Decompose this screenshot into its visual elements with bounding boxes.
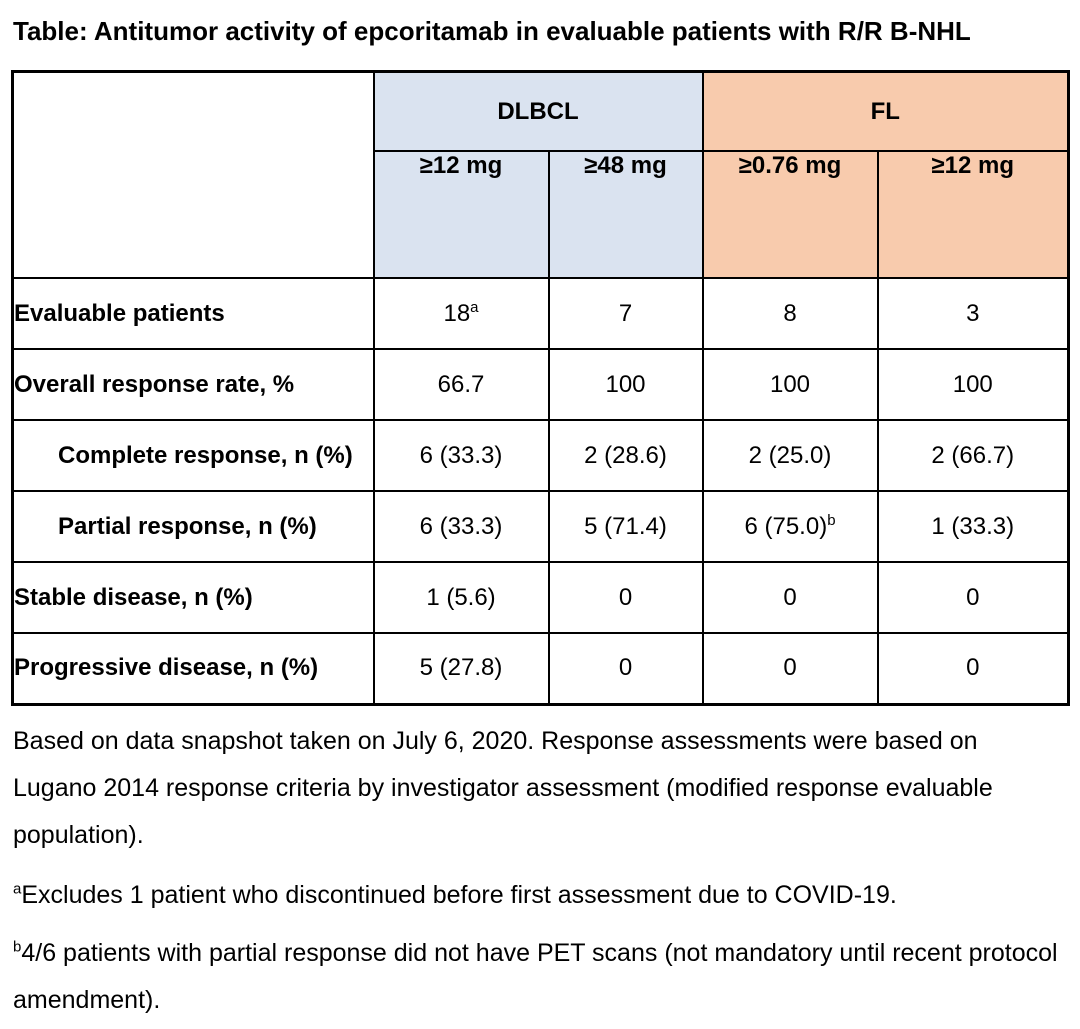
- row-label: Stable disease, n (%): [11, 561, 375, 634]
- row-label: Overall response rate, %: [11, 348, 375, 421]
- footnote-a: aExcludes 1 patient who discontinued bef…: [13, 872, 1067, 919]
- value-cell: 2 (28.6): [547, 419, 704, 492]
- value-cell: 5 (71.4): [547, 490, 704, 563]
- value-cell: 0: [547, 632, 704, 705]
- dose-header-row: ≥12 mg ≥48 mg ≥0.76 mg ≥12 mg: [13, 150, 1070, 279]
- value-cell: 6 (75.0)b: [701, 490, 879, 563]
- footnote-a-text: Excludes 1 patient who discontinued befo…: [21, 880, 897, 909]
- row-label: Partial response, n (%): [11, 490, 375, 563]
- general-footnote: Based on data snapshot taken on July 6, …: [13, 726, 993, 849]
- value-cell: 6 (33.3): [372, 419, 550, 492]
- value-cell: 5 (27.8): [372, 632, 550, 705]
- value-cell: 0: [701, 632, 879, 705]
- table-row: Overall response rate, % 66.7 100 100 100: [11, 348, 1070, 421]
- value-cell: 1 (33.3): [876, 490, 1070, 563]
- table-row: Complete response, n (%) 6 (33.3) 2 (28.6)…: [11, 419, 1070, 492]
- value-cell: 0: [547, 561, 704, 634]
- table-row: Partial response, n (%) 6 (33.3) 5 (71.4) 6…: [11, 490, 1070, 563]
- value-superscript: b: [827, 511, 836, 529]
- value-cell: 2 (25.0): [701, 419, 879, 492]
- row-label: Evaluable patients: [11, 277, 375, 350]
- row-label: Progressive disease, n (%): [11, 632, 375, 705]
- dose-header-fl-12mg: ≥12 mg: [876, 150, 1070, 279]
- results-table: DLBCL FL ≥12 mg ≥48 mg ≥0.76 mg ≥12 mg E…: [11, 70, 1070, 706]
- value-cell: 66.7: [372, 348, 550, 421]
- value-cell: 100: [547, 348, 704, 421]
- footnote-b-text: 4/6 patients with partial response did n…: [13, 938, 1058, 1014]
- dose-header-fl-076mg: ≥0.76 mg: [701, 150, 879, 279]
- value-cell: 100: [876, 348, 1070, 421]
- value-cell: 6 (33.3): [372, 490, 550, 563]
- value-cell: 3: [876, 277, 1070, 350]
- value-cell: 100: [701, 348, 879, 421]
- value-cell: 0: [701, 561, 879, 634]
- footnote-b: b4/6 patients with partial response did …: [13, 930, 1067, 1024]
- footnote-a-marker: a: [13, 880, 22, 898]
- dose-header-dlbcl-12mg: ≥12 mg: [372, 150, 550, 279]
- value-cell: 0: [876, 632, 1070, 705]
- value-cell: 1 (5.6): [372, 561, 550, 634]
- corner-cell: [11, 70, 375, 279]
- value-cell: 2 (66.7): [876, 419, 1070, 492]
- value-superscript: a: [470, 298, 479, 316]
- table-row: Evaluable patients 18a 7 8 3: [11, 277, 1070, 350]
- results-table-body: Evaluable patients 18a 7 8 3 Overall response…: [11, 277, 1070, 705]
- value-cell: 0: [876, 561, 1070, 634]
- table-row: Stable disease, n (%) 1 (5.6) 0 0 0: [11, 561, 1070, 634]
- table-title: Table: Antitumor activity of epcoritamab…: [13, 16, 971, 46]
- row-label: Complete response, n (%): [11, 419, 375, 492]
- group-header-dlbcl: DLBCL: [372, 70, 704, 152]
- dose-header-dlbcl-48mg: ≥48 mg: [547, 150, 704, 279]
- value-cell: 18a: [372, 277, 550, 350]
- footnote-b-marker: b: [13, 938, 22, 956]
- group-header-fl: FL: [701, 70, 1070, 152]
- value-cell: 7: [547, 277, 704, 350]
- group-header-row: DLBCL FL: [11, 70, 1070, 279]
- table-row: Progressive disease, n (%) 5 (27.8) 0 0 0: [11, 632, 1070, 705]
- value-cell: 8: [701, 277, 879, 350]
